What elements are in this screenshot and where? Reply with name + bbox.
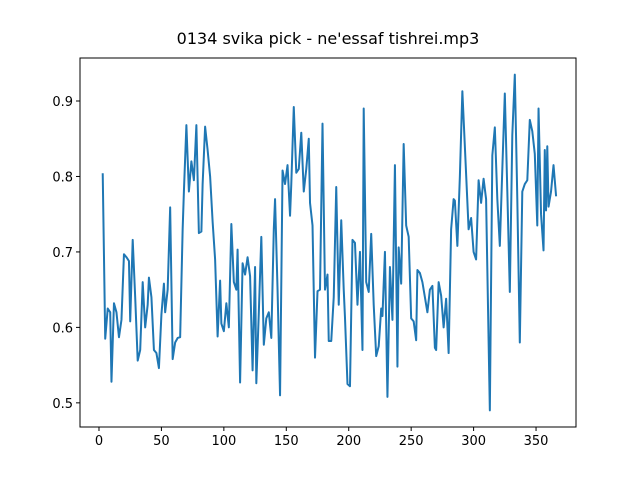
x-tick-label: 250	[399, 434, 424, 449]
y-tick-label: 0.6	[52, 321, 73, 336]
x-tick-label: 300	[461, 434, 486, 449]
x-tick-label: 350	[524, 434, 549, 449]
x-tick-label: 0	[95, 434, 103, 449]
chart-title: 0134 svika pick - ne'essaf tishrei.mp3	[177, 29, 480, 48]
y-tick-label: 0.8	[52, 170, 73, 185]
y-tick-label: 0.5	[52, 397, 73, 412]
y-tick-label: 0.7	[52, 246, 73, 261]
x-tick-label: 50	[153, 434, 170, 449]
y-tick-label: 0.9	[52, 95, 73, 110]
x-tick-label: 100	[211, 434, 236, 449]
x-tick-label: 150	[274, 434, 299, 449]
data-line	[101, 73, 558, 412]
plot-frame	[79, 57, 577, 428]
x-tick-label: 200	[336, 434, 361, 449]
